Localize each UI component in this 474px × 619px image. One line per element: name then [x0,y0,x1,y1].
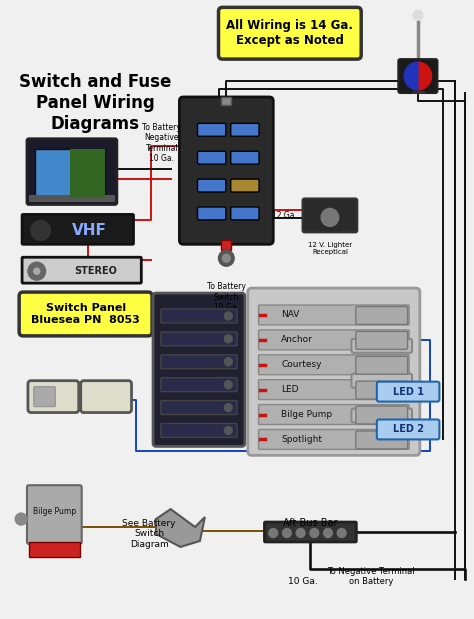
FancyBboxPatch shape [351,409,412,423]
FancyBboxPatch shape [219,7,361,59]
Text: Spotlight: Spotlight [281,435,322,444]
Circle shape [224,381,232,389]
Bar [35,149,105,196]
Text: 10 Ga.: 10 Ga. [288,577,318,586]
FancyBboxPatch shape [198,123,226,136]
Text: To Negative Terminal
on Battery: To Negative Terminal on Battery [327,567,415,586]
Circle shape [413,11,423,20]
Text: 12 V. Lighter
Receptical: 12 V. Lighter Receptical [308,242,352,255]
Circle shape [269,529,278,537]
Circle shape [224,426,232,435]
FancyBboxPatch shape [81,381,132,412]
FancyBboxPatch shape [356,381,408,399]
FancyBboxPatch shape [248,288,420,456]
FancyBboxPatch shape [264,522,356,542]
Circle shape [337,529,346,537]
Circle shape [224,312,232,320]
FancyBboxPatch shape [259,355,409,374]
Text: All Wiring is 14 Ga.
Except as Noted: All Wiring is 14 Ga. Except as Noted [227,19,353,47]
Wedge shape [418,62,431,90]
FancyBboxPatch shape [231,179,259,192]
Circle shape [222,254,230,262]
FancyBboxPatch shape [161,309,237,323]
Circle shape [15,513,27,525]
FancyBboxPatch shape [22,258,141,283]
Text: Switch Panel
Bluesea PN  8053: Switch Panel Bluesea PN 8053 [31,303,140,325]
FancyBboxPatch shape [198,179,226,192]
FancyBboxPatch shape [27,139,117,204]
FancyBboxPatch shape [27,485,82,544]
FancyBboxPatch shape [259,379,409,400]
Bar [29,194,115,202]
FancyBboxPatch shape [377,382,439,402]
Circle shape [219,250,234,266]
FancyBboxPatch shape [161,423,237,438]
FancyBboxPatch shape [153,293,245,446]
FancyBboxPatch shape [161,378,237,392]
FancyBboxPatch shape [231,123,259,136]
Text: See Battery
Switch
Diagram: See Battery Switch Diagram [122,519,176,549]
Text: LED 2: LED 2 [392,425,424,435]
Circle shape [224,404,232,412]
FancyBboxPatch shape [161,355,237,369]
Text: VHF: VHF [72,223,107,238]
FancyBboxPatch shape [28,381,79,412]
FancyBboxPatch shape [22,214,134,245]
FancyBboxPatch shape [351,339,412,353]
Text: Anchor: Anchor [281,335,313,344]
FancyBboxPatch shape [259,330,409,350]
Bar [221,97,231,105]
Text: Bilge Pump: Bilge Pump [281,410,332,419]
Wedge shape [404,62,418,90]
Circle shape [224,335,232,343]
Circle shape [31,220,50,240]
FancyBboxPatch shape [259,430,409,449]
Text: STEREO: STEREO [74,266,117,276]
FancyBboxPatch shape [356,331,408,349]
Text: Switch and Fuse
Panel Wiring
Diagrams: Switch and Fuse Panel Wiring Diagrams [19,73,172,132]
FancyBboxPatch shape [34,387,55,407]
FancyBboxPatch shape [377,420,439,439]
Bar [70,149,105,196]
FancyBboxPatch shape [259,405,409,425]
Circle shape [34,268,40,274]
Polygon shape [156,509,205,547]
FancyBboxPatch shape [198,151,226,164]
FancyBboxPatch shape [356,357,408,374]
Circle shape [321,209,339,227]
Text: LED: LED [281,385,299,394]
Text: LED 1: LED 1 [392,387,424,397]
Circle shape [324,529,332,537]
Text: To Battery
Switch
10 Ga.: To Battery Switch 10 Ga. [207,282,246,312]
Text: Courtesy: Courtesy [281,360,321,370]
Circle shape [224,358,232,366]
FancyBboxPatch shape [356,431,408,449]
Text: NAV: NAV [281,311,300,319]
FancyBboxPatch shape [161,400,237,415]
FancyBboxPatch shape [398,59,438,93]
Circle shape [310,529,319,537]
Text: Bilge Pump: Bilge Pump [33,506,76,516]
FancyBboxPatch shape [356,406,408,424]
Text: Aft Bus Bar: Aft Bus Bar [283,518,337,528]
FancyBboxPatch shape [19,292,152,336]
FancyBboxPatch shape [161,332,237,346]
FancyBboxPatch shape [356,306,408,324]
FancyBboxPatch shape [231,151,259,164]
FancyBboxPatch shape [259,305,409,325]
Text: 12 Ga.: 12 Ga. [272,211,297,220]
FancyBboxPatch shape [302,199,357,232]
Bar [29,542,80,557]
FancyBboxPatch shape [231,207,259,220]
Bar [221,240,231,250]
Circle shape [28,262,46,280]
FancyBboxPatch shape [180,97,273,245]
Circle shape [296,529,305,537]
Text: To Battery
Negative
Terminal
10 Ga.: To Battery Negative Terminal 10 Ga. [142,123,181,163]
FancyBboxPatch shape [351,374,412,387]
Circle shape [283,529,292,537]
FancyBboxPatch shape [198,207,226,220]
